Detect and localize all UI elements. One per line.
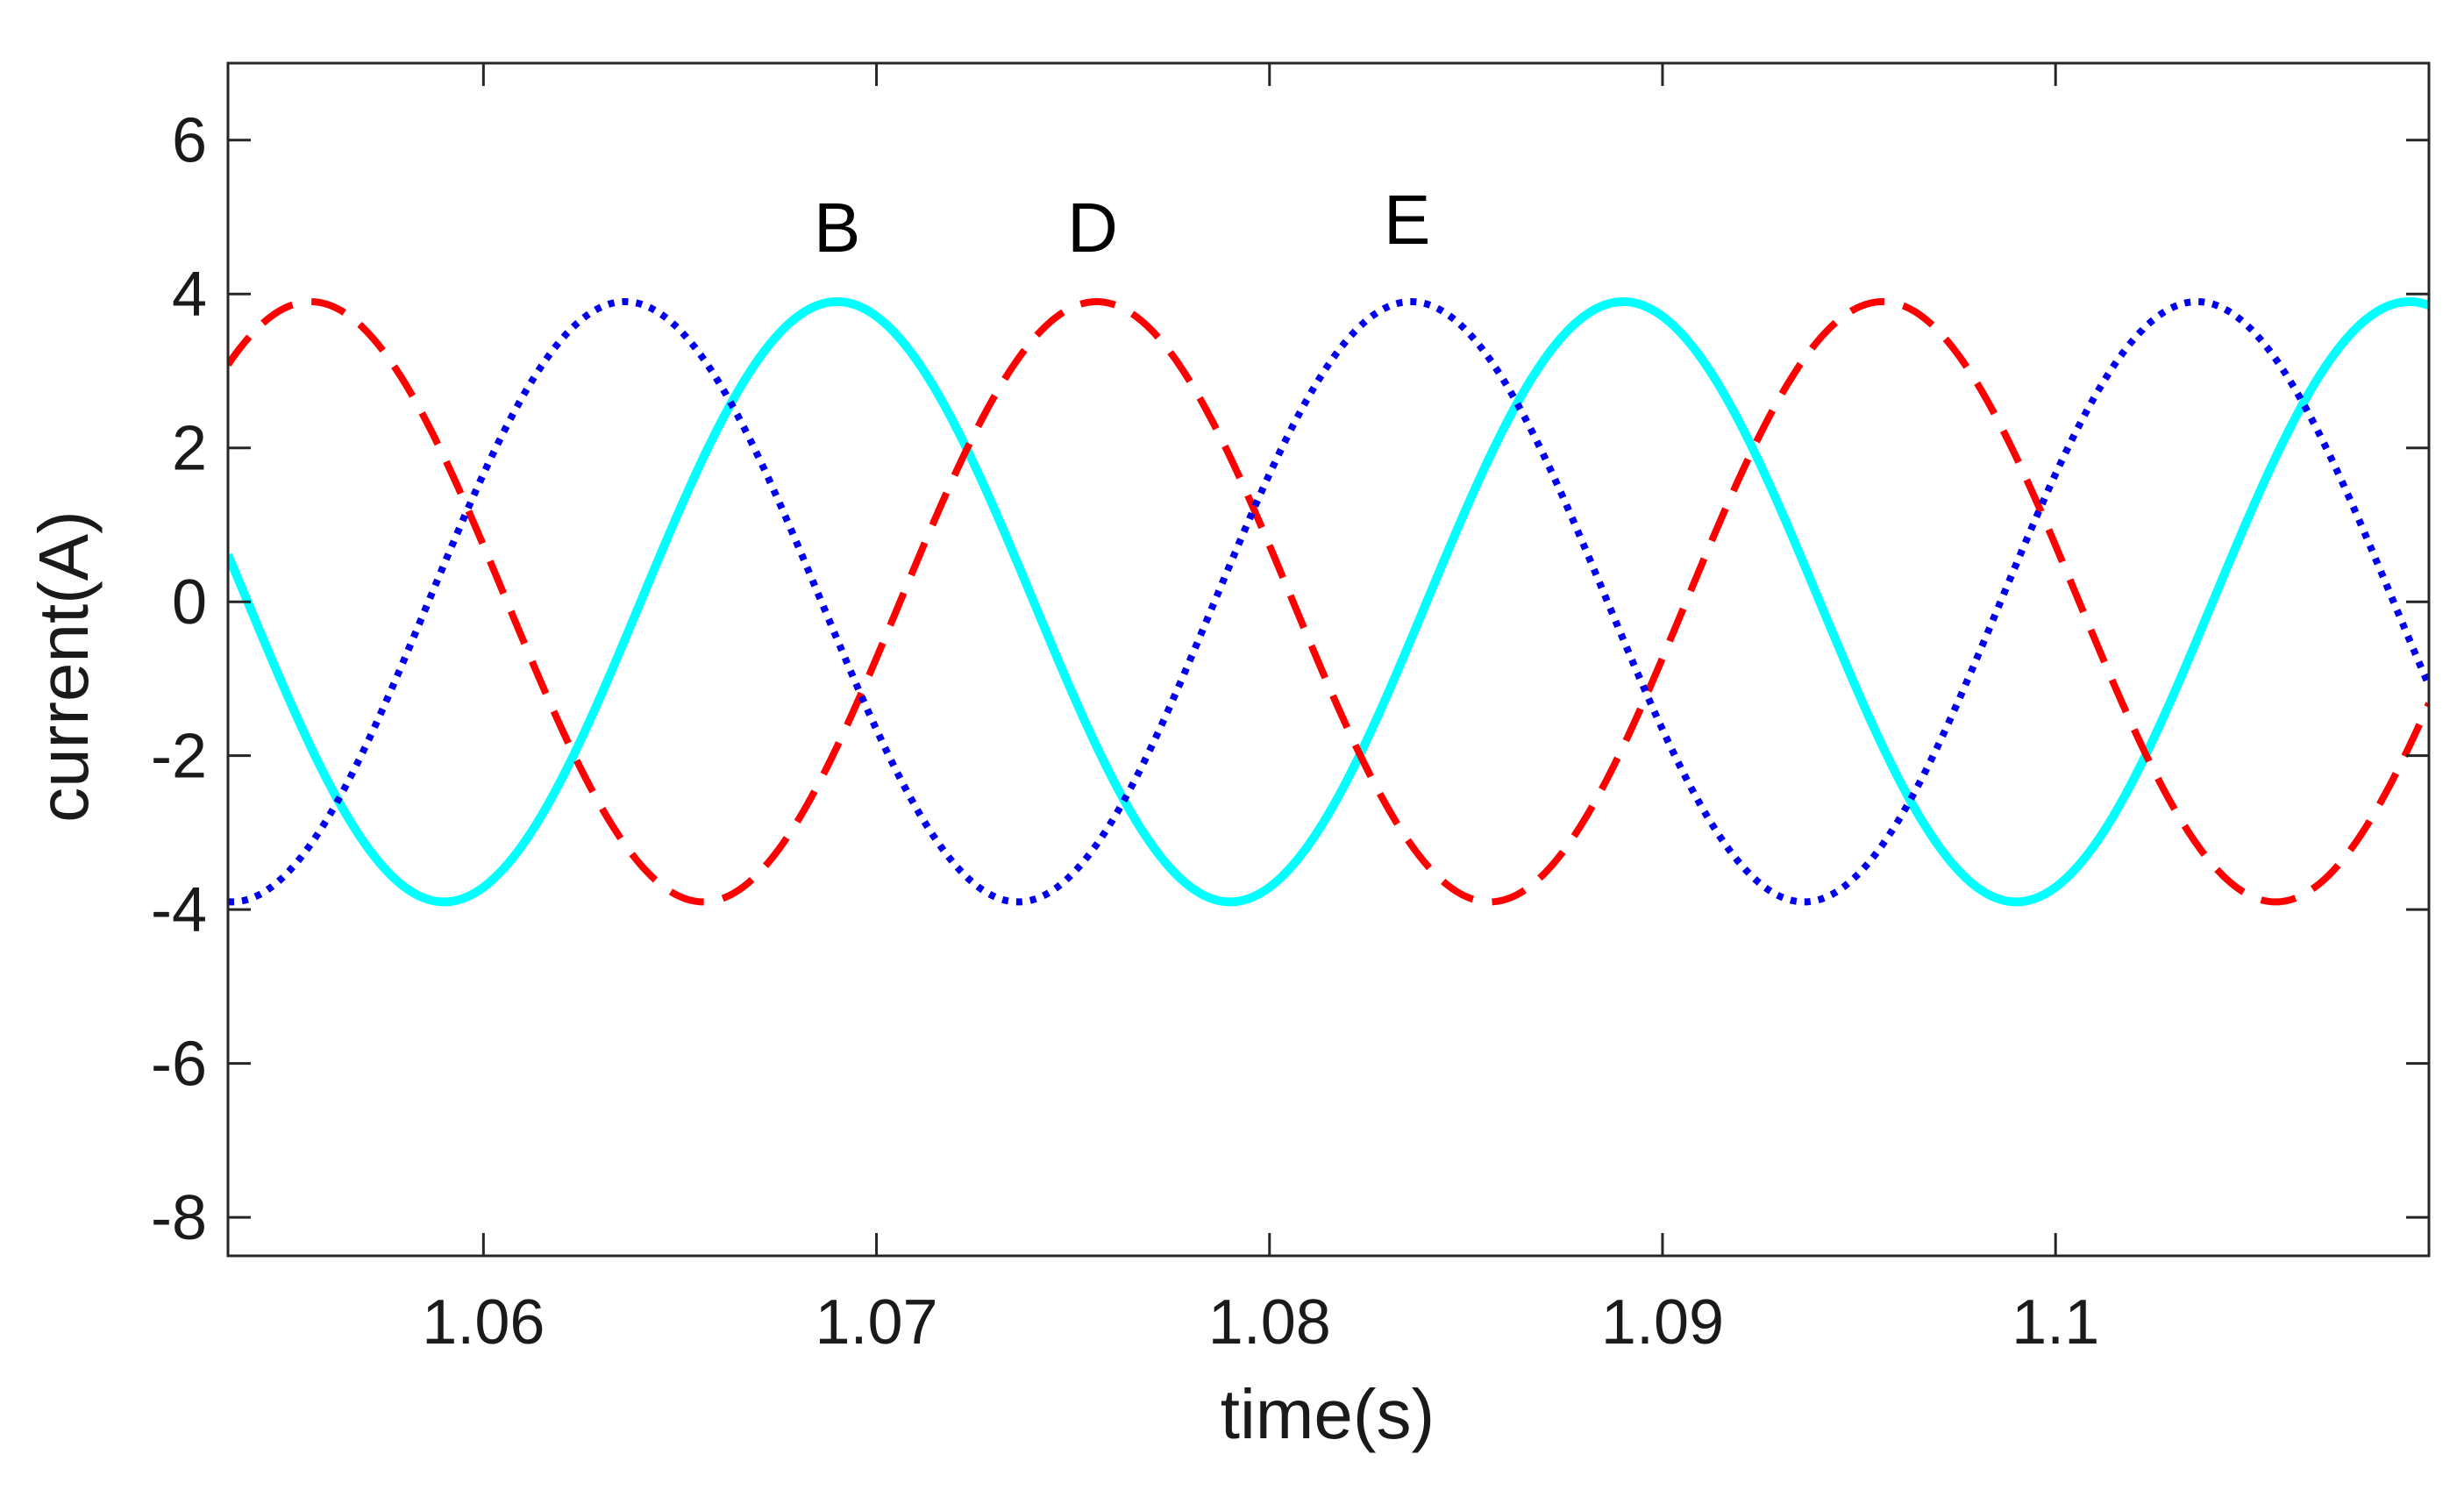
- y-tick-label: -8: [151, 1183, 207, 1253]
- x-tick-label: 1.08: [1208, 1287, 1331, 1358]
- y-tick-label: 6: [172, 106, 207, 176]
- y-tick-label: 4: [172, 260, 207, 330]
- series-line-e: [228, 298, 2429, 906]
- y-axis-title: current(A): [25, 510, 103, 823]
- series-label-e: E: [1384, 181, 1430, 259]
- y-tick-label: 2: [172, 414, 207, 484]
- series-line-b: [228, 297, 2429, 907]
- x-tick-label: 1.07: [815, 1287, 937, 1358]
- y-tick-label: -6: [151, 1030, 207, 1100]
- x-tick-label: 1.09: [1601, 1287, 1724, 1358]
- x-axis-title: time(s): [1221, 1375, 1435, 1453]
- series-label-d: D: [1067, 189, 1118, 267]
- y-tick-label: -2: [151, 722, 207, 792]
- series-line-d: [228, 298, 2429, 906]
- x-tick-label: 1.06: [422, 1287, 545, 1358]
- axes-box: [226, 61, 2431, 1258]
- series-label-b: B: [814, 189, 860, 267]
- axes-group: 1.06 1.07 1.08 1.09 1.1 6 4 2 0 -2 -4 -6 -8: [151, 61, 2431, 1358]
- series-group: [228, 297, 2429, 907]
- y-tick-label: -4: [151, 875, 207, 945]
- x-tick-label: 1.1: [2012, 1287, 2099, 1358]
- y-tick-label: 0: [172, 567, 207, 638]
